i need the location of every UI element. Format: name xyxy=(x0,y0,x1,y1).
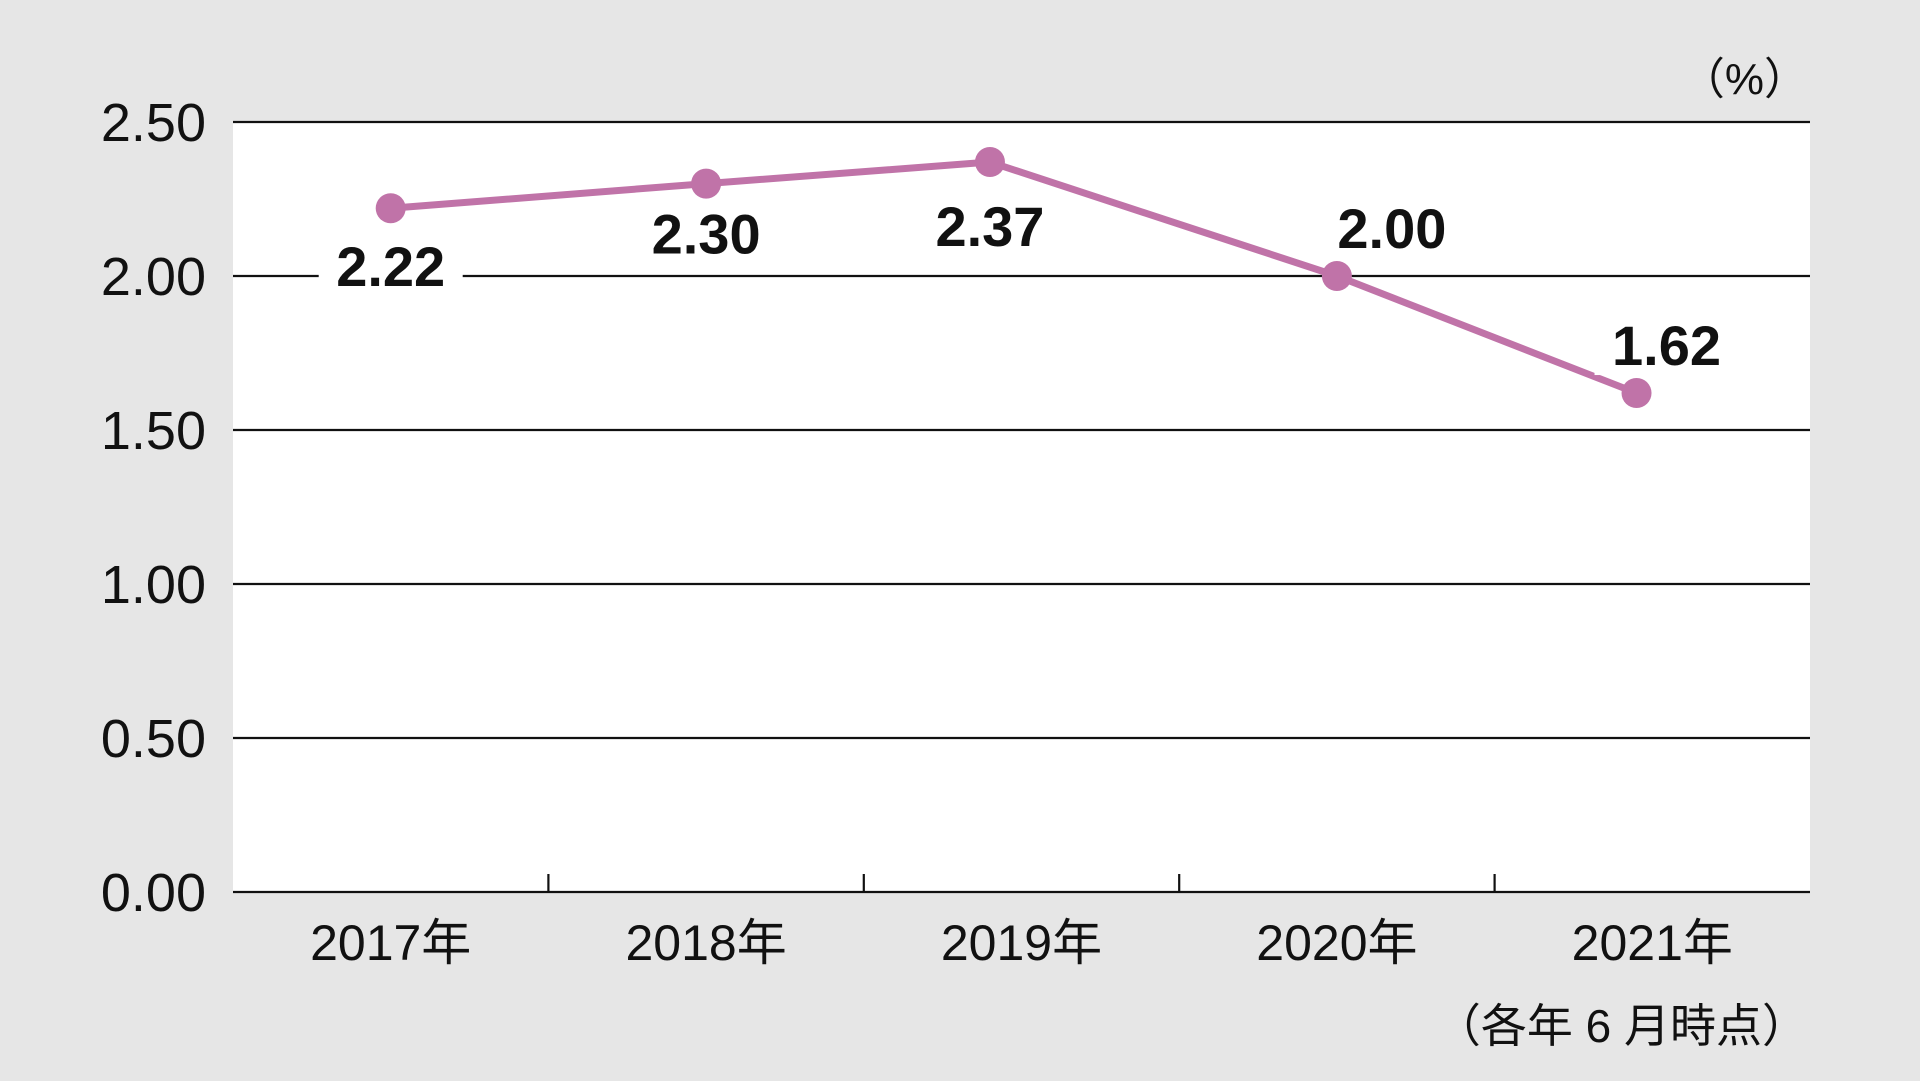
x-axis-ticks: 2017年 2018年 2019年 2020年 2021年 xyxy=(310,874,1733,971)
data-label-background xyxy=(917,198,1062,257)
data-label-background xyxy=(318,238,463,297)
x-tick-label: 2020年 xyxy=(1256,915,1417,971)
series-line-group xyxy=(375,147,1652,409)
data-point xyxy=(375,193,406,224)
data-label-background xyxy=(1594,317,1739,376)
data-label-background xyxy=(634,205,779,264)
data-label: 1.62 xyxy=(1612,314,1721,377)
x-tick-label: 2019年 xyxy=(941,915,1102,971)
y-tick-label: 2.50 xyxy=(101,93,206,153)
y-tick-label: 0.50 xyxy=(101,709,206,769)
y-tick-label: 1.00 xyxy=(101,555,206,615)
gridlines xyxy=(233,120,1810,894)
y-axis-ticks: 0.00 0.50 1.00 1.50 2.00 2.50 xyxy=(101,93,206,923)
date-note: （各年 6 月時点） xyxy=(1435,1000,1808,1052)
x-tick-label: 2017年 xyxy=(310,915,471,971)
data-label-background xyxy=(1319,200,1464,258)
data-labels: 2.22 2.30 2.37 2.00 1.62 xyxy=(318,195,1739,377)
y-unit-label: （%） xyxy=(1681,55,1808,104)
data-point xyxy=(1621,378,1652,409)
x-tick-label: 2018年 xyxy=(625,915,786,971)
data-point xyxy=(1321,261,1352,291)
data-label: 2.22 xyxy=(336,235,445,298)
data-point xyxy=(974,147,1005,178)
y-tick-label: 2.00 xyxy=(101,247,206,307)
data-point xyxy=(691,168,722,199)
data-label: 2.37 xyxy=(935,195,1044,258)
y-tick-label: 0.00 xyxy=(101,863,206,923)
data-label: 2.00 xyxy=(1337,197,1446,260)
x-tick-label: 2021年 xyxy=(1572,915,1733,971)
data-label: 2.30 xyxy=(652,203,761,266)
y-tick-label: 1.50 xyxy=(101,401,206,461)
